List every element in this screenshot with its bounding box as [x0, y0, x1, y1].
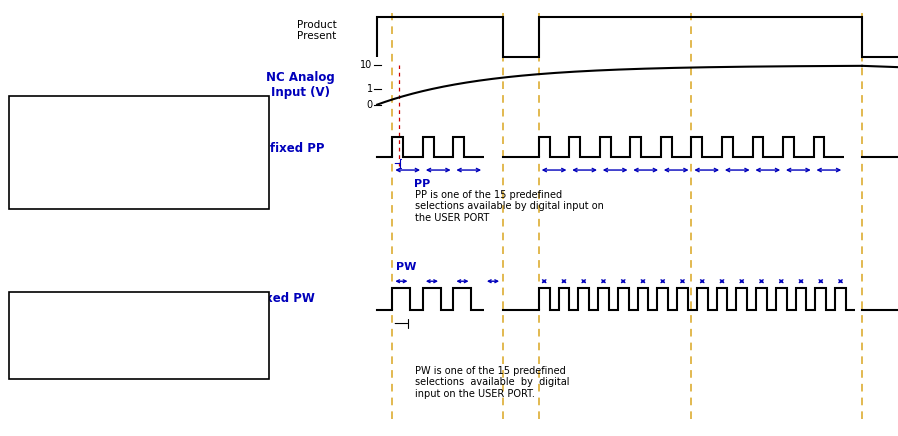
Text: $PP=$: $PP=$: [16, 327, 45, 341]
Text: 0: 0: [366, 100, 373, 109]
Text: PP: PP: [414, 179, 430, 189]
Text: NC fixed PW: NC fixed PW: [233, 292, 315, 305]
Text: $where$    $10\mu s < PW < 400\mu s$: $where$ $10\mu s < PW < 400\mu s$: [16, 173, 181, 190]
Text: PW is one of the 15 predefined
selections  available  by  digital
input on the U: PW is one of the 15 predefined selection…: [415, 366, 569, 399]
Text: NC fixed PP: NC fixed PP: [247, 142, 324, 155]
Bar: [9, 96, 269, 209]
Text: PW: PW: [396, 262, 417, 272]
Text: PP is one of the 15 predefined
selections available by digital input on
the USER: PP is one of the 15 predefined selection…: [415, 190, 603, 223]
Text: $PW=$: $PW=$: [16, 135, 49, 148]
Text: $(V_{input}-1)*0.5$: $(V_{input}-1)*0.5$: [103, 345, 193, 363]
Bar: [9, 292, 269, 379]
Text: Product
Present: Product Present: [297, 20, 337, 41]
Text: $9*PW$: $9*PW$: [128, 310, 168, 323]
Text: NC Analog
Input (V): NC Analog Input (V): [267, 71, 335, 99]
Text: $(V_{input}-1)*0.5*PP$: $(V_{input}-1)*0.5*PP$: [90, 112, 207, 130]
Text: 1: 1: [366, 85, 373, 94]
Text: 10: 10: [360, 61, 373, 70]
Text: $9$: $9$: [144, 152, 153, 165]
